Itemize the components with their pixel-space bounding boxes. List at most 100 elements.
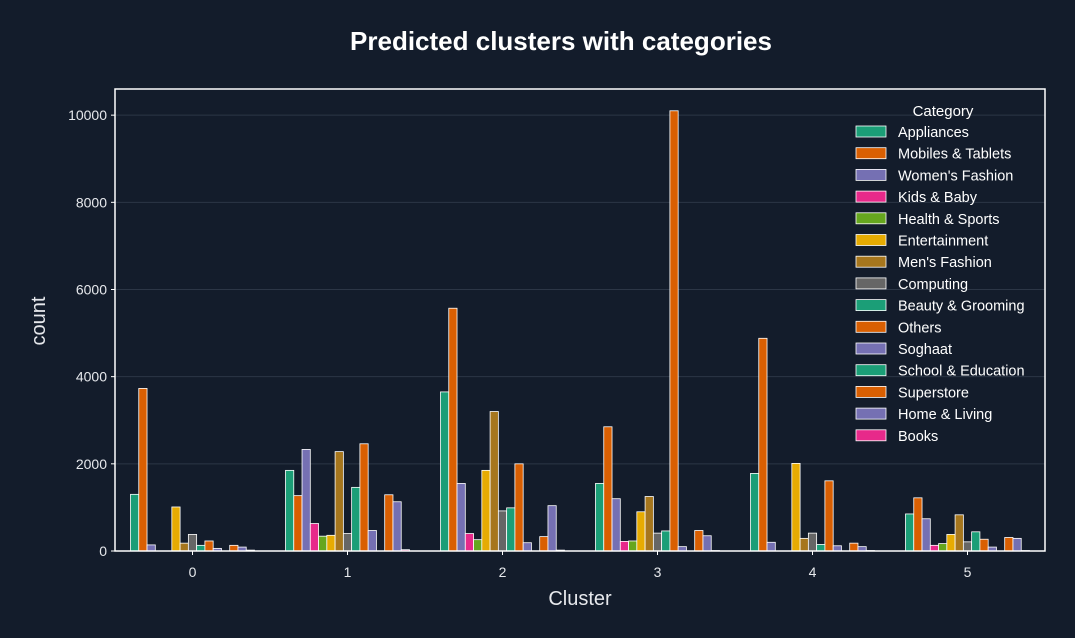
x-axis-label: Cluster [548, 588, 612, 610]
bar [628, 540, 638, 552]
bar [946, 534, 956, 552]
bar [473, 539, 483, 552]
bar [359, 443, 369, 552]
bar [539, 536, 549, 552]
bar [285, 469, 295, 552]
bar [750, 473, 760, 552]
y-axis-label: count [28, 296, 50, 345]
bar [619, 541, 629, 552]
legend-label: Kids & Baby [898, 190, 978, 206]
bar [595, 483, 605, 552]
legend-label: Others [898, 320, 942, 336]
legend-label: Women's Fashion [898, 168, 1013, 184]
x-tick-labels: 0 1 2 3 4 5 [189, 551, 972, 580]
bar [905, 513, 915, 552]
legend-swatch [855, 255, 887, 268]
bar [506, 507, 516, 552]
bar [766, 541, 776, 552]
legend-swatch [855, 407, 887, 420]
bar [938, 543, 948, 552]
y-tick-label: 6000 [76, 281, 107, 297]
x-tick-label: 2 [499, 564, 507, 580]
legend-swatch [855, 277, 887, 290]
legend-swatch [855, 342, 887, 355]
bar [644, 496, 654, 552]
legend-label: Entertainment [898, 234, 988, 250]
y-tick-label: 10000 [68, 107, 107, 123]
bar [824, 480, 834, 552]
bar [138, 388, 148, 552]
bar [971, 531, 981, 552]
legend-label: Home & Living [898, 407, 992, 423]
bar [384, 494, 394, 552]
bar [367, 530, 377, 552]
bar [962, 541, 973, 552]
legend-swatch [855, 429, 887, 442]
bar [130, 493, 140, 552]
bar [187, 534, 198, 552]
x-tick-label: 0 [189, 564, 197, 580]
bar [636, 511, 646, 552]
legend-swatch [855, 125, 887, 138]
bar [799, 537, 809, 552]
legend-swatch [855, 190, 887, 203]
bar [229, 544, 239, 552]
bar [440, 391, 450, 552]
bar [758, 337, 768, 552]
bar [652, 532, 663, 552]
chart-title: Predicted clusters with categories [350, 26, 772, 56]
legend-label: Mobiles & Tablets [898, 147, 1011, 163]
legend-swatch [855, 147, 887, 160]
bar [171, 506, 181, 552]
bar [694, 530, 704, 552]
legend-title: Category [913, 103, 974, 120]
bar [318, 535, 328, 552]
legend-label: Health & Sports [898, 212, 1000, 228]
legend-label: Appliances [898, 125, 969, 141]
x-tick-label: 3 [654, 564, 662, 580]
bar [913, 497, 923, 552]
x-tick-label: 4 [809, 564, 817, 580]
legend-swatch [855, 299, 887, 312]
bar [342, 533, 353, 552]
legend-label: Beauty & Grooming [898, 299, 1025, 315]
legend-label: Men's Fashion [898, 255, 992, 271]
bar [456, 483, 466, 552]
bar [832, 545, 842, 552]
legend-label: School & Education [898, 364, 1025, 380]
y-tick-label: 4000 [76, 369, 107, 385]
legend-label: Books [898, 429, 938, 445]
bar [514, 463, 524, 552]
bar [921, 518, 931, 552]
bar [196, 544, 206, 552]
bar [497, 510, 508, 552]
bar [326, 534, 336, 552]
y-tick-label: 2000 [76, 456, 107, 472]
bar [603, 426, 613, 552]
x-tick-label: 1 [344, 564, 352, 580]
bar [489, 411, 499, 552]
bar [301, 449, 311, 552]
bar [816, 544, 826, 552]
bar [522, 542, 532, 552]
legend-swatch [855, 320, 887, 333]
bar [929, 544, 939, 552]
legend-items: Appliances Mobiles & Tablets Women's Fashi… [855, 125, 1025, 445]
bar [464, 533, 474, 552]
bar [669, 110, 679, 552]
legend-swatch [855, 168, 887, 181]
y-tick-labels: 0 2000 4000 6000 8000 10000 [68, 107, 115, 559]
bar [334, 451, 344, 552]
legend-swatch [855, 234, 887, 246]
bar [661, 530, 671, 552]
y-tick-label: 8000 [76, 194, 107, 210]
legend: Category Appliances Mobiles & Tablets Wome… [855, 103, 1025, 445]
y-tick-label: 0 [99, 543, 107, 559]
bar [547, 505, 557, 552]
bar [611, 498, 621, 552]
bar [1004, 537, 1014, 552]
bar [392, 501, 402, 552]
bar [791, 462, 801, 552]
